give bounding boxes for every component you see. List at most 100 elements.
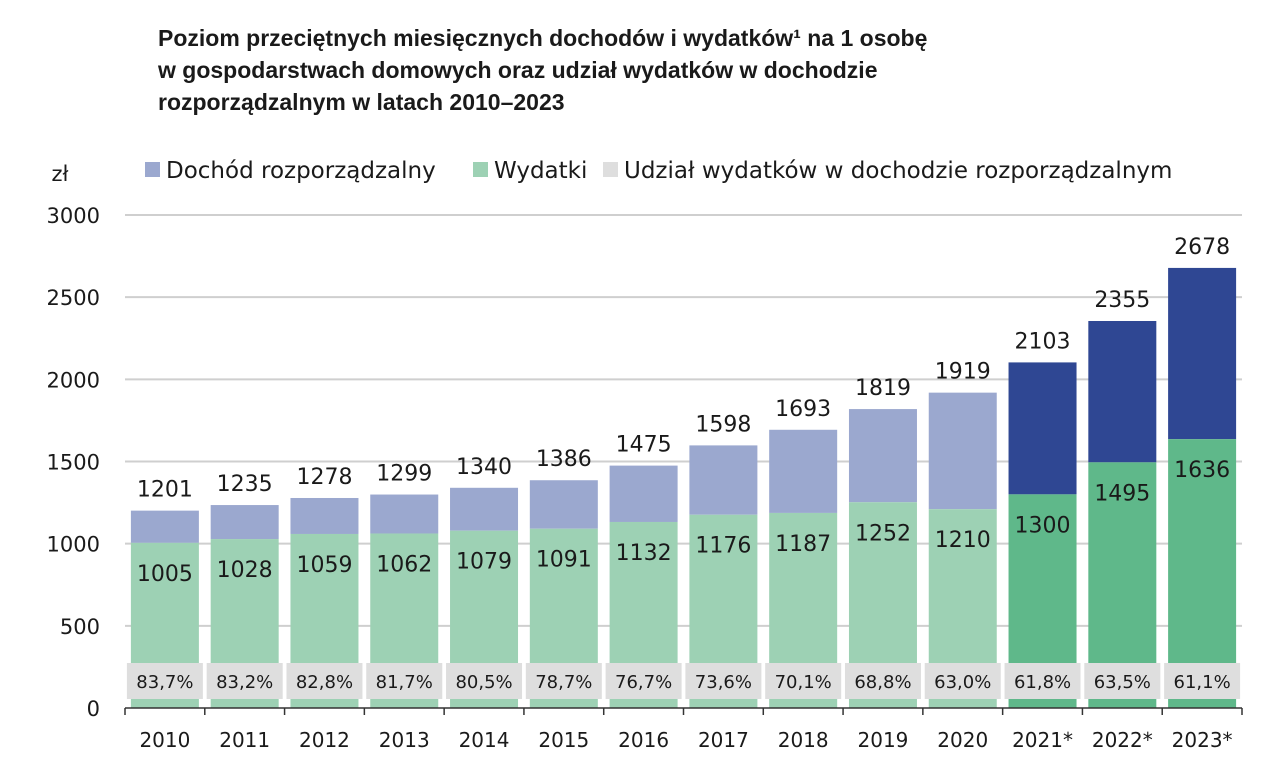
bar-income	[1088, 320, 1157, 463]
bar-income	[928, 392, 997, 510]
expenses-value-label: 1132	[616, 541, 672, 566]
x-tick-label: 2018	[778, 728, 829, 752]
bar-income	[609, 465, 678, 522]
bar-income	[689, 445, 758, 515]
income-value-label: 1819	[855, 376, 911, 401]
legend-swatch	[145, 162, 160, 177]
y-tick-label: 3000	[47, 204, 100, 228]
expenses-value-label: 1005	[137, 562, 193, 587]
bar-income	[450, 487, 519, 531]
y-tick-label: 500	[60, 615, 100, 639]
x-tick-label: 2015	[538, 728, 589, 752]
y-tick-label: 2500	[47, 286, 100, 310]
income-value-label: 1201	[137, 478, 193, 503]
income-value-label: 1340	[456, 455, 512, 480]
x-tick-label: 2014	[459, 728, 510, 752]
bar-income	[290, 497, 359, 534]
x-tick-label: 2019	[858, 728, 909, 752]
legend-swatch	[603, 162, 618, 177]
share-label-box	[1004, 663, 1081, 699]
income-value-label: 1299	[376, 462, 432, 487]
share-value-label: 83,7%	[136, 672, 193, 693]
share-value-label: 63,5%	[1094, 672, 1151, 693]
share-value-label: 78,7%	[535, 672, 592, 693]
x-tick-label: 2022*	[1092, 728, 1153, 752]
x-tick-label: 2011	[219, 728, 270, 752]
x-tick-label: 2016	[618, 728, 669, 752]
share-label-box	[525, 663, 602, 699]
y-tick-label: 1500	[47, 451, 100, 475]
expenses-value-label: 1079	[456, 550, 512, 575]
expenses-value-label: 1252	[855, 521, 911, 546]
x-tick-label: 2021*	[1012, 728, 1073, 752]
share-label-box	[685, 663, 762, 699]
share-value-label: 83,2%	[216, 672, 273, 693]
share-value-label: 63,0%	[934, 672, 991, 693]
share-value-label: 82,8%	[296, 672, 353, 693]
x-tick-label: 2013	[379, 728, 430, 752]
share-label-box	[446, 663, 523, 699]
bar-income	[370, 494, 439, 534]
share-value-label: 70,1%	[775, 672, 832, 693]
share-label-box	[844, 663, 921, 699]
bar-income	[1168, 267, 1237, 440]
share-value-label: 80,5%	[455, 672, 512, 693]
share-label-box	[286, 663, 363, 699]
legend-label: Wydatki	[494, 158, 587, 184]
expenses-value-label: 1062	[376, 552, 432, 577]
share-label-box	[924, 663, 1001, 699]
income-value-label: 1693	[775, 397, 831, 422]
share-value-label: 81,7%	[376, 672, 433, 693]
legend-swatch	[473, 162, 488, 177]
expenses-value-label: 1028	[217, 558, 273, 583]
bar-income	[1008, 362, 1077, 495]
income-value-label: 2678	[1174, 235, 1230, 260]
y-axis-label: zł	[52, 162, 69, 186]
legend-label: Udział wydatków w dochodzie rozporządzal…	[624, 158, 1172, 184]
share-label-box	[765, 663, 842, 699]
bar-income	[529, 480, 598, 529]
x-tick-label: 2023*	[1172, 728, 1233, 752]
share-label-box	[366, 663, 443, 699]
y-tick-label: 0	[87, 697, 100, 721]
share-value-label: 76,7%	[615, 672, 672, 693]
share-label-box	[126, 663, 203, 699]
expenses-value-label: 1210	[935, 528, 991, 553]
y-tick-label: 2000	[47, 368, 100, 392]
share-label-box	[605, 663, 682, 699]
income-value-label: 2355	[1094, 288, 1150, 313]
income-value-label: 2103	[1015, 329, 1071, 354]
expenses-value-label: 1059	[296, 553, 352, 578]
chart-title: Poziom przeciętnych miesięcznych dochodó…	[158, 25, 928, 115]
bar-income	[848, 409, 917, 503]
income-value-label: 1475	[616, 433, 672, 458]
bar-income	[769, 429, 838, 513]
expenses-value-label: 1495	[1094, 481, 1150, 506]
income-value-label: 1919	[935, 360, 991, 385]
income-value-label: 1386	[536, 447, 592, 472]
share-label-box	[206, 663, 283, 699]
x-tick-label: 2017	[698, 728, 749, 752]
income-value-label: 1278	[296, 465, 352, 490]
share-value-label: 61,1%	[1174, 672, 1231, 693]
expenses-value-label: 1187	[775, 532, 831, 557]
expenses-value-label: 1176	[695, 534, 751, 559]
expenses-value-label: 1636	[1174, 458, 1230, 483]
share-label-box	[1084, 663, 1161, 699]
y-tick-label: 1000	[47, 533, 100, 557]
income-value-label: 1235	[217, 472, 273, 497]
share-value-label: 73,6%	[695, 672, 752, 693]
legend-label: Dochód rozporządzalny	[166, 158, 436, 184]
x-tick-label: 2012	[299, 728, 350, 752]
share-value-label: 61,8%	[1014, 672, 1071, 693]
x-tick-label: 2010	[139, 728, 190, 752]
expenses-value-label: 1300	[1015, 513, 1071, 538]
share-label-box	[1164, 663, 1241, 699]
bar-income	[130, 510, 199, 543]
x-tick-label: 2020	[937, 728, 988, 752]
bar-income	[210, 505, 279, 540]
income-value-label: 1598	[695, 412, 751, 437]
share-value-label: 68,8%	[854, 672, 911, 693]
expenses-value-label: 1091	[536, 548, 592, 573]
